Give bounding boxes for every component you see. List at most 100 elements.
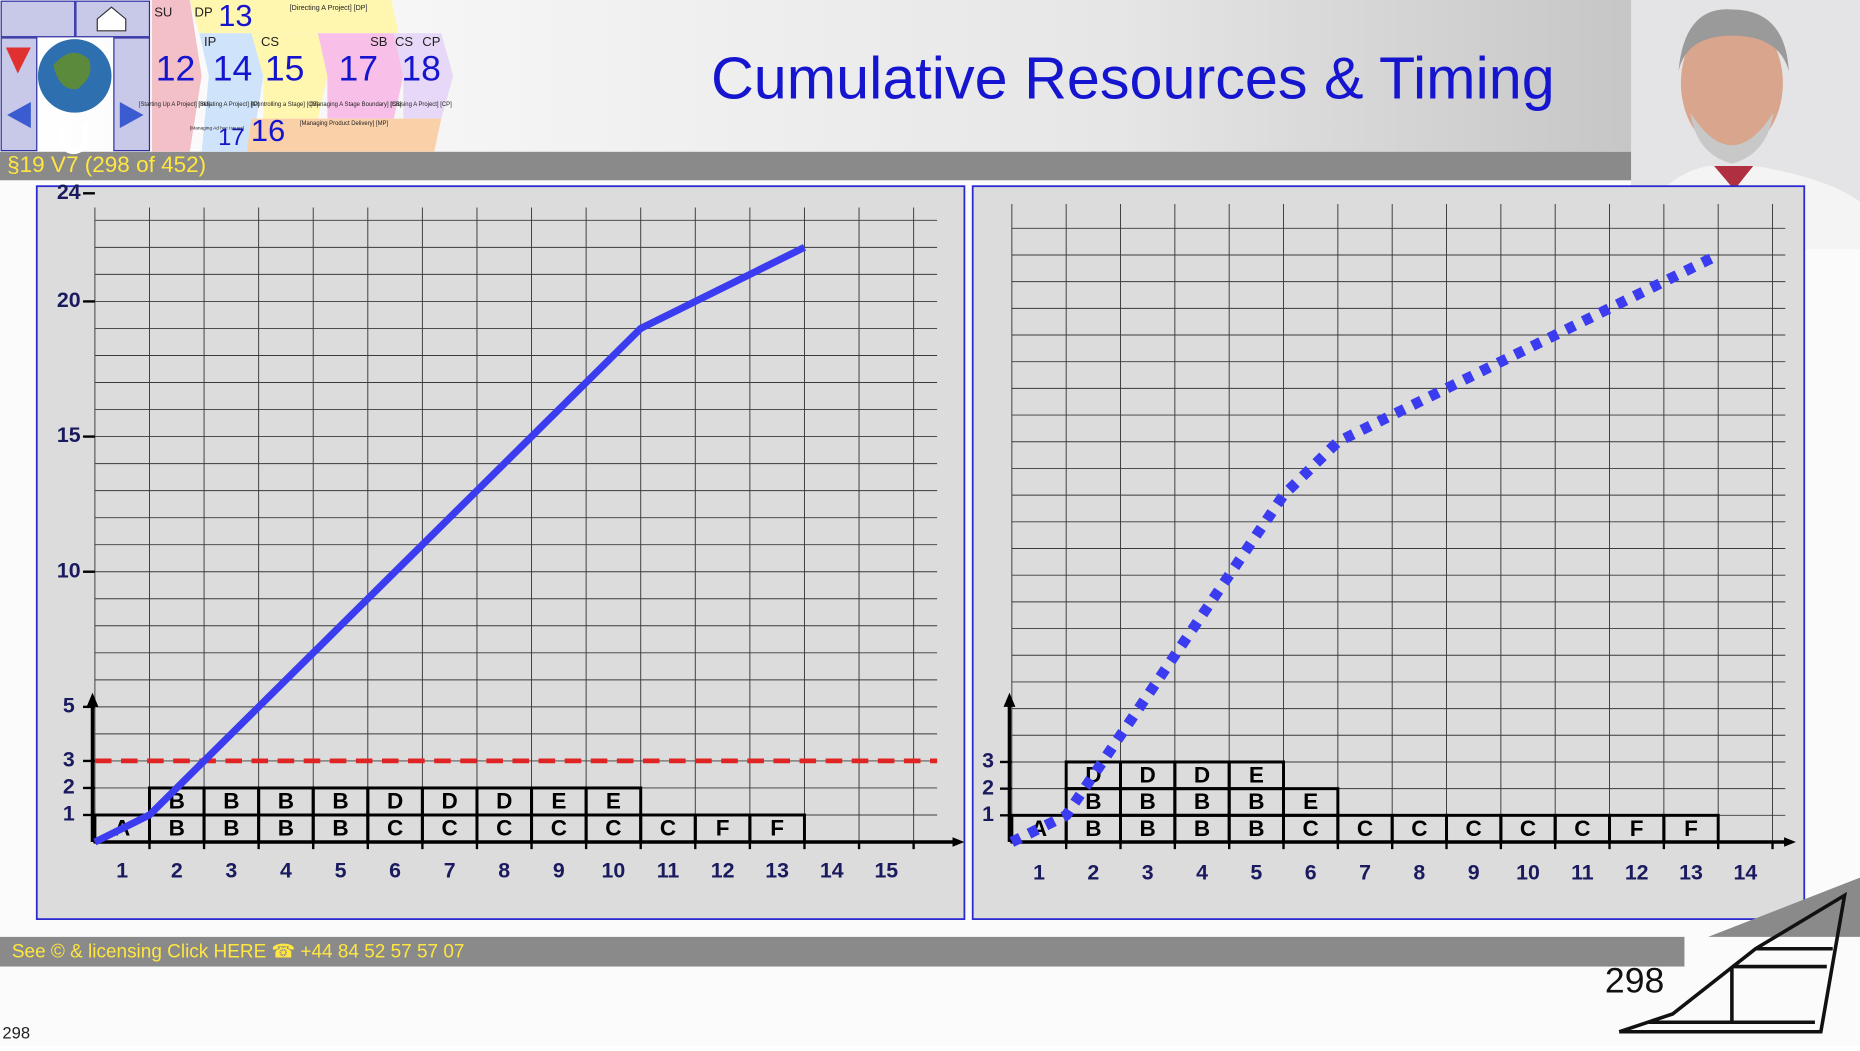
x-tick-label: 6 [1305, 861, 1317, 885]
block-label: C [1303, 816, 1319, 841]
work-block [748, 813, 806, 844]
tab-code: CS [395, 34, 413, 49]
tab-code: DP [195, 4, 213, 19]
block-label: F [716, 816, 730, 841]
presenter-beard [1690, 112, 1774, 164]
y-tick-label: 2 [982, 775, 994, 799]
x-tick-label: 12 [711, 858, 735, 882]
block-label: C [1520, 816, 1536, 841]
tab-number: 17 [218, 125, 244, 151]
cumulative-line [1009, 250, 1721, 847]
tab-number: 18 [401, 49, 441, 89]
y-tick-label: 2 [63, 775, 75, 799]
tab-mp[interactable] [246, 118, 442, 152]
x-tick-label: 14 [1733, 861, 1757, 885]
tab-cs[interactable] [251, 33, 328, 119]
side-button[interactable] [0, 37, 38, 152]
return-button[interactable] [59, 123, 88, 155]
block-label: E [551, 789, 566, 814]
block-label: B [1140, 789, 1156, 814]
logo-icon [5, 47, 31, 74]
tab-number: 17 [338, 49, 378, 89]
page-number: 298 [2, 1024, 30, 1043]
x-tick-label: 11 [657, 858, 680, 882]
block-label: E [1249, 762, 1264, 787]
tab-cp[interactable] [393, 33, 454, 119]
block-label: C [1466, 816, 1482, 841]
x-axis-arrow [1784, 837, 1796, 847]
licensing-link[interactable]: See © & licensing Click HERE ☎ +44 84 52… [12, 941, 465, 962]
next-button[interactable] [119, 101, 144, 129]
block-label: B [278, 789, 294, 814]
x-tick-label: 10 [602, 858, 626, 882]
x-tick-label: 4 [1196, 861, 1208, 885]
globe-land [53, 52, 91, 90]
x-tick-label: 7 [1359, 861, 1371, 885]
block-label: C [660, 816, 676, 841]
block-label: C [1357, 816, 1373, 841]
nav-icons[interactable] [0, 0, 151, 155]
x-tick-label: 9 [553, 858, 565, 882]
presenter-hair [1678, 9, 1789, 72]
y-tick-label: 1 [982, 802, 994, 826]
block-label: D [1140, 762, 1156, 787]
tab-dp[interactable] [189, 0, 399, 34]
prev-button[interactable] [7, 101, 31, 129]
tab-ip[interactable] [199, 33, 264, 152]
work-block [1662, 813, 1720, 844]
tab-code: CS [261, 34, 279, 49]
block-label: D [442, 789, 458, 814]
x-tick-label: 2 [1087, 861, 1099, 885]
x-tick-label: 10 [1516, 861, 1540, 885]
x-tick-label: 13 [765, 858, 789, 882]
block-label: B [332, 816, 348, 841]
block-label: B [332, 789, 348, 814]
x-tick-label: 12 [1625, 861, 1649, 885]
block-label: C [1574, 816, 1590, 841]
x-tick-label: 5 [1250, 861, 1262, 885]
x-tick-label: 2 [171, 858, 183, 882]
x-axis-arrow [952, 837, 965, 847]
block-label: F [1684, 816, 1698, 841]
y-tick-label: 15 [57, 423, 81, 447]
tab-label: [Initiating A Project] [IP] [198, 102, 259, 108]
x-tick-label: 1 [116, 858, 128, 882]
y-axis-arrow [1003, 692, 1016, 707]
block-label: D [496, 789, 512, 814]
book-button[interactable] [0, 0, 76, 38]
tab-label: [Controlling a Stage] [CS] [251, 102, 318, 108]
y-tick-label: 5 [63, 694, 75, 718]
block-label: B [223, 816, 239, 841]
tab-su[interactable] [151, 0, 202, 152]
x-tick-label: 4 [280, 858, 292, 882]
tab-code: IP [204, 34, 216, 49]
block-label: B [223, 789, 239, 814]
presenter-tie [1714, 166, 1754, 190]
block-label: B [169, 816, 185, 841]
block-label: C [605, 816, 621, 841]
x-tick-label: 8 [1413, 861, 1425, 885]
tab-label: [Starting Up A Project] [SU] [139, 102, 210, 108]
tab-number: 13 [218, 0, 252, 33]
block-label: E [606, 789, 621, 814]
block-label: C [496, 816, 512, 841]
y-axis-arrow [86, 692, 99, 707]
tab-label: [Directing A Project] [DP] [290, 4, 368, 12]
tab-sb[interactable] [317, 33, 404, 119]
section-label: §19 V7 (298 of 452) [7, 152, 206, 177]
side-button[interactable] [113, 37, 151, 152]
block-label: F [770, 816, 784, 841]
chart-panel [35, 185, 966, 920]
slide-number: 298 [1605, 961, 1664, 1001]
tab-number: 12 [156, 49, 196, 89]
x-tick-label: 6 [389, 858, 401, 882]
tab-label: [Managing A Stage Boundary] [SB] [310, 102, 402, 108]
x-tick-label: 1 [1033, 861, 1045, 885]
block-label: B [1140, 816, 1156, 841]
tab-label: [Closing A Project] [CP] [390, 102, 452, 108]
y-tick-label: 20 [57, 288, 81, 312]
tab-number: 14 [213, 49, 253, 89]
block-label: C [442, 816, 458, 841]
tab-number: 15 [265, 49, 305, 89]
